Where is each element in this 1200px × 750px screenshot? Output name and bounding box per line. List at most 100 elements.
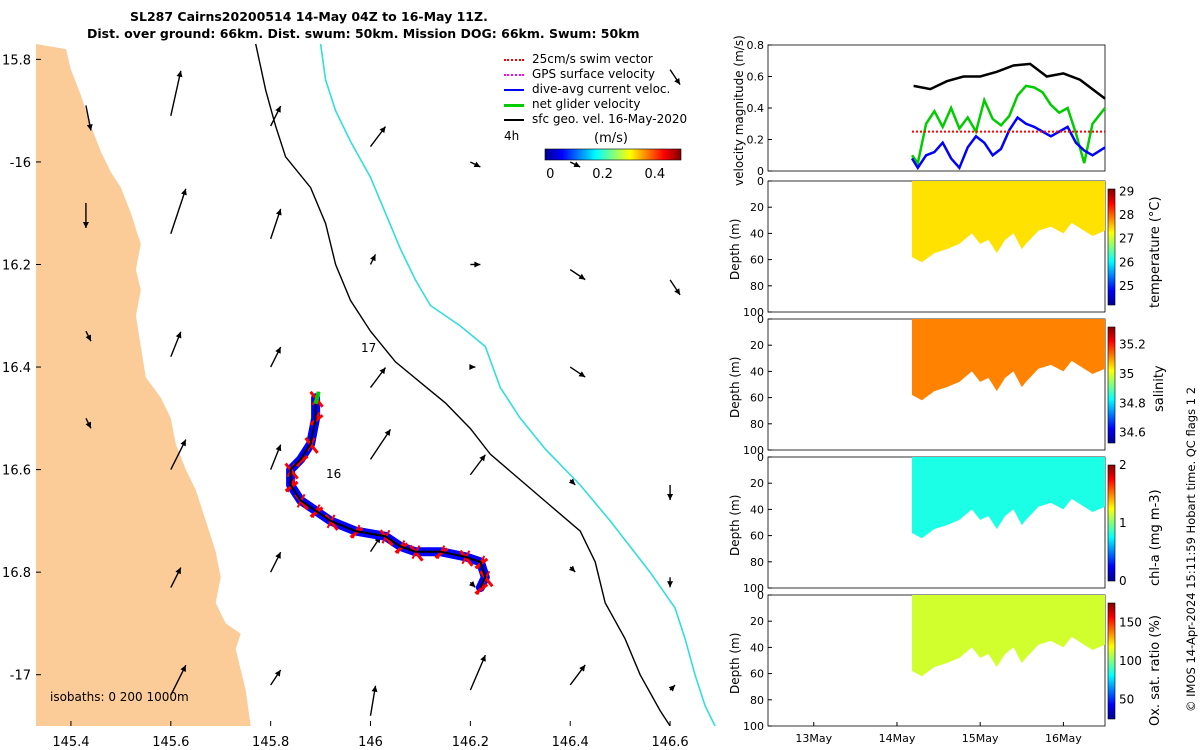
time-xtick-label-2: 15May xyxy=(962,732,999,745)
speed-colorbar-ticks: 0 0.2 0.4 xyxy=(546,167,665,182)
map-xtick-label-5: 146.4 xyxy=(552,735,589,750)
section-0-ytick-label-3: 60 xyxy=(750,254,764,267)
track-line xyxy=(289,397,487,588)
section-2-ytick-label-0: 0 xyxy=(757,451,764,464)
legend-item-net: net glider velocity xyxy=(498,97,690,112)
depth-ylabel-2: Depth (m) xyxy=(728,356,742,418)
legend-label-gps: GPS surface velocity xyxy=(532,67,656,81)
title-line-1: SL287 Cairns20200514 14-May 04Z to 16-Ma… xyxy=(130,9,488,24)
section-1-cbar-label-0: 34.6 xyxy=(1119,426,1146,440)
section-0-cbar-label-3: 28 xyxy=(1119,208,1134,222)
sfc-vector-head-2 xyxy=(275,106,281,113)
velocity-ylabel: velocity magnitude (m/s) xyxy=(732,35,746,186)
sfc-vector-head-26 xyxy=(667,493,674,500)
map-ytick-label-0: 15.8 xyxy=(2,53,31,68)
section-2-cbar-label-1: 1 xyxy=(1119,516,1127,530)
velocity-ytick-label-4: 0.8 xyxy=(747,39,765,52)
sfc-vector-head-36 xyxy=(480,655,486,662)
velocity-ytick-label-2: 0.4 xyxy=(747,102,765,115)
section-1-cbar-label-3: 35.2 xyxy=(1119,338,1146,352)
sfc-vector-head-17 xyxy=(379,367,386,375)
section-1-ytick-label-4: 80 xyxy=(750,418,764,431)
sfc-vector-head-5 xyxy=(573,161,581,167)
sfc-vector-head-28 xyxy=(275,552,281,559)
section-0-cbar-label-0: 25 xyxy=(1119,279,1134,293)
sfc-vector-head-8 xyxy=(181,188,187,196)
depth-section-panels: 020406080100252627282902040608010034.634… xyxy=(743,175,1146,745)
section-0-ytick-label-0: 0 xyxy=(757,175,764,188)
section-0-ytick-label-2: 40 xyxy=(750,227,764,240)
legend-label-diveavg: dive-avg current veloc. xyxy=(532,82,671,96)
section-colorbar-3 xyxy=(1107,602,1116,720)
section-3-ytick-label-2: 40 xyxy=(750,641,764,654)
map-axis-ticks: 145.4 145.6 145.8 146 146.2 146.4 146.6 15.8 -16… xyxy=(2,53,689,750)
legend-item-gps: GPS surface velocity xyxy=(498,67,690,82)
time-xtick-label-0: 13May xyxy=(795,732,832,745)
section-0-cbar-label-4: 29 xyxy=(1119,184,1134,198)
time-xtick-label-1: 14May xyxy=(879,732,916,745)
section-1-ytick-label-2: 40 xyxy=(750,365,764,378)
sfc-vector-1 xyxy=(170,70,182,116)
coastline-land xyxy=(36,44,251,726)
sfc-vector-head-33 xyxy=(180,665,186,672)
section-1-ytick-label-5: 100 xyxy=(743,444,764,457)
sfc-vector-head-1 xyxy=(176,70,183,78)
legend-item-diveavg: dive-avg current veloc. xyxy=(498,82,690,97)
map-ytick-label-2: 16.2 xyxy=(2,258,31,273)
map-ytick-label-3: 16.4 xyxy=(2,361,31,376)
section-2-cbar-label-0: 0 xyxy=(1119,574,1127,588)
legend-label-sfc: sfc geo. vel. 16-May-2020 xyxy=(532,112,688,126)
map-xtick-label-2: 145.8 xyxy=(252,735,289,750)
velocity-ytick-label-0: 0 xyxy=(757,165,764,178)
sfc-vector-head-37 xyxy=(579,664,586,672)
section-3-ytick-label-5: 100 xyxy=(743,720,764,733)
section-colorbar-1 xyxy=(1107,326,1116,444)
section-1-cbar-label-2: 35 xyxy=(1119,367,1134,381)
copyright-note: © IMOS 14-Apr-2024 15:11:59 Hobart time.… xyxy=(1184,386,1198,712)
salinity-cbar-label: salinity xyxy=(1152,365,1167,412)
section-3-ytick-label-0: 0 xyxy=(757,589,764,602)
sfc-vector-head-25 xyxy=(568,478,576,485)
legend-item-swim: 25cm/s swim vector xyxy=(498,52,690,67)
colorbar-units: (m/s) xyxy=(594,131,628,146)
sfc-vector-head-35 xyxy=(371,685,378,693)
velocity-ytick-label-3: 0.6 xyxy=(747,71,765,84)
sfc-vector-head-0 xyxy=(86,124,93,131)
velocity-ytick-label-1: 0.2 xyxy=(747,134,765,147)
isobath-200m-line xyxy=(255,44,671,726)
section-0-ytick-label-5: 100 xyxy=(743,306,764,319)
sfc-vector-head-6 xyxy=(674,77,681,85)
map-ytick-label-4: 16.6 xyxy=(2,464,31,479)
isobath-1000m-line xyxy=(319,44,716,726)
track-day-label-17: 17 xyxy=(361,341,376,355)
section-3-ytick-label-4: 80 xyxy=(750,694,764,707)
velocity-series-2 xyxy=(910,115,1106,171)
depth-ylabel-3: Depth (m) xyxy=(728,494,742,556)
section-0-ytick-label-4: 80 xyxy=(750,280,764,293)
sfc-vector-head-23 xyxy=(384,429,391,437)
sfc-vector-head-10 xyxy=(370,254,376,262)
sfc-vector-head-19 xyxy=(578,371,586,378)
section-1-ytick-label-3: 60 xyxy=(750,392,764,405)
map-xtick-label-4: 146.2 xyxy=(452,735,489,750)
sfc-vector-36 xyxy=(469,654,487,691)
sfc-vector-head-15 xyxy=(175,331,182,339)
sfc-vector-head-20 xyxy=(85,421,91,429)
section-colorbar-0 xyxy=(1107,188,1116,306)
map-xtick-label-6: 146.6 xyxy=(651,735,688,750)
sfc-vector-head-9 xyxy=(275,208,282,216)
map-panel: 145.4 145.6 145.8 146 146.2 146.4 146.6 15.8 -16… xyxy=(2,44,720,750)
section-2-ytick-label-5: 100 xyxy=(743,582,764,595)
velocity-panel: 0 0.2 0.4 0.6 0.8 xyxy=(747,39,1106,178)
sfc-vector-head-38 xyxy=(668,685,676,692)
sfc-vector-head-11 xyxy=(474,261,481,268)
surface-velocity-vectors xyxy=(82,69,681,716)
legend-item-sfc: sfc geo. vel. 16-May-2020 xyxy=(498,112,690,127)
speed-cbar-tick-label-2: 0.4 xyxy=(645,167,666,182)
sfc-vector-head-22 xyxy=(275,444,282,452)
section-2-ytick-label-3: 60 xyxy=(750,530,764,543)
map-legend: 25cm/s swim vector GPS surface velocity … xyxy=(498,52,690,127)
section-0-ytick-label-1: 20 xyxy=(750,201,764,214)
sfc-vector-head-24 xyxy=(479,454,486,462)
sfc-vector-head-7 xyxy=(82,221,89,228)
